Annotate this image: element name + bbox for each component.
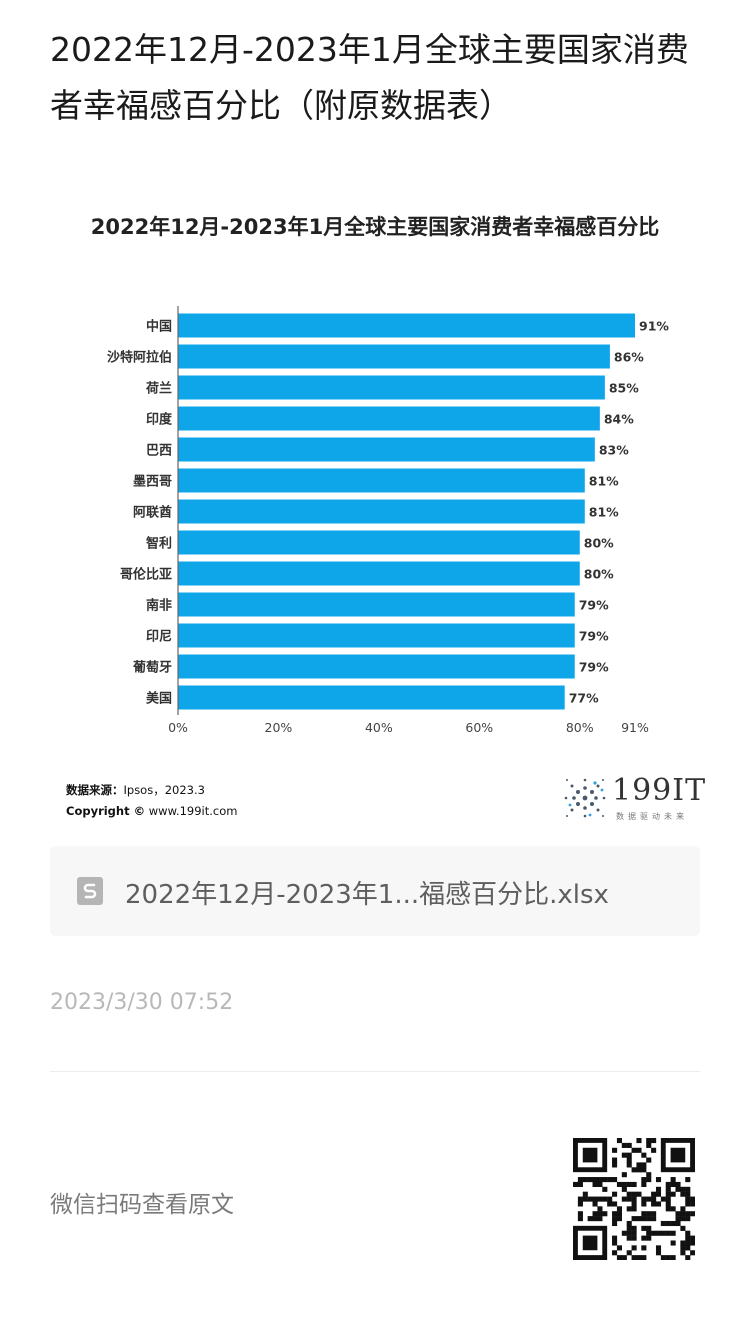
bar-7 <box>178 530 580 555</box>
category-label: 印尼 <box>146 630 172 645</box>
brand-logo: 199IT 数据驱动未来 <box>562 773 705 823</box>
value-label: 81% <box>589 474 619 489</box>
category-label: 南非 <box>146 598 172 614</box>
category-label: 荷兰 <box>145 381 172 397</box>
x-tick-label: 80% <box>566 720 594 735</box>
bar-3 <box>178 406 600 431</box>
category-label: 沙特阿拉伯 <box>107 350 172 366</box>
spreadsheet-icon <box>77 877 103 905</box>
publish-timestamp: 2023/3/30 07:52 <box>50 990 234 1015</box>
bar-4 <box>178 437 595 462</box>
value-label: 91% <box>639 319 669 334</box>
x-tick-label: 20% <box>265 720 293 735</box>
value-label: 84% <box>604 412 634 427</box>
value-label: 80% <box>584 536 614 551</box>
source-text: Ipsos，2023.3 <box>123 783 205 797</box>
category-label: 阿联酋 <box>133 505 172 521</box>
value-label: 80% <box>584 567 614 582</box>
x-tick-label: 0% <box>168 720 188 735</box>
attachment-card[interactable]: 2022年12月-2023年1...福感百分比.xlsx <box>50 846 700 936</box>
copyright-label: Copyright © <box>66 804 146 818</box>
bar-12 <box>178 685 565 710</box>
divider <box>50 1071 700 1072</box>
bar-chart: 中国 91% 沙特阿拉伯 86% 荷兰 85% 印度 84% 巴西 83% 墨西哥 81% 阿联酋 81%… <box>107 306 669 735</box>
logo-text: 199IT <box>612 773 707 808</box>
attachment-filename[interactable]: 2022年12月-2023年1...福感百分比.xlsx <box>125 880 609 910</box>
value-label: 77% <box>569 691 599 706</box>
copyright-text: www.199it.com <box>148 804 238 818</box>
wechat-scan-label: 微信扫码查看原文 <box>50 1192 234 1218</box>
source-note: 数据来源：Ipsos，2023.3 Copyright © www.199it.… <box>66 780 237 822</box>
bar-8 <box>178 561 580 586</box>
bar-10 <box>178 623 575 648</box>
chart-card: 2022年12月-2023年1月全球主要国家消费者幸福感百分比 中国 91% 沙特阿… <box>50 195 705 835</box>
value-label: 79% <box>579 598 609 613</box>
category-label: 巴西 <box>146 444 172 459</box>
bar-0 <box>178 313 635 338</box>
category-label: 哥伦比亚 <box>120 567 172 583</box>
category-label: 墨西哥 <box>133 474 172 490</box>
value-label: 79% <box>579 629 609 644</box>
bar-5 <box>178 468 585 493</box>
qr-code-icon[interactable] <box>573 1138 695 1260</box>
bar-2 <box>178 375 605 400</box>
bar-9 <box>178 592 575 617</box>
category-label: 智利 <box>146 536 172 552</box>
category-label: 印度 <box>146 412 173 428</box>
category-label: 中国 <box>146 319 172 335</box>
logo-tagline: 数据驱动未来 <box>616 812 688 821</box>
value-label: 79% <box>579 660 609 675</box>
category-label: 葡萄牙 <box>132 660 172 676</box>
value-label: 83% <box>599 443 629 458</box>
value-label: 85% <box>609 381 639 396</box>
x-tick-label: 60% <box>465 720 493 735</box>
category-label: 美国 <box>146 691 172 707</box>
chart-title: 2022年12月-2023年1月全球主要国家消费者幸福感百分比 <box>90 215 660 239</box>
source-label: 数据来源： <box>66 783 124 797</box>
value-label: 86% <box>614 350 644 365</box>
bar-1 <box>178 344 610 369</box>
x-tick-label: 40% <box>365 720 393 735</box>
article-title: 2022年12月-2023年1月全球主要国家消费者幸福感百分比（附原数据表） <box>50 30 689 125</box>
bar-6 <box>178 499 585 524</box>
x-tick-label: 91% <box>621 720 649 735</box>
value-label: 81% <box>589 505 619 520</box>
logo-burst-icon <box>564 778 606 818</box>
bar-11 <box>178 654 575 679</box>
